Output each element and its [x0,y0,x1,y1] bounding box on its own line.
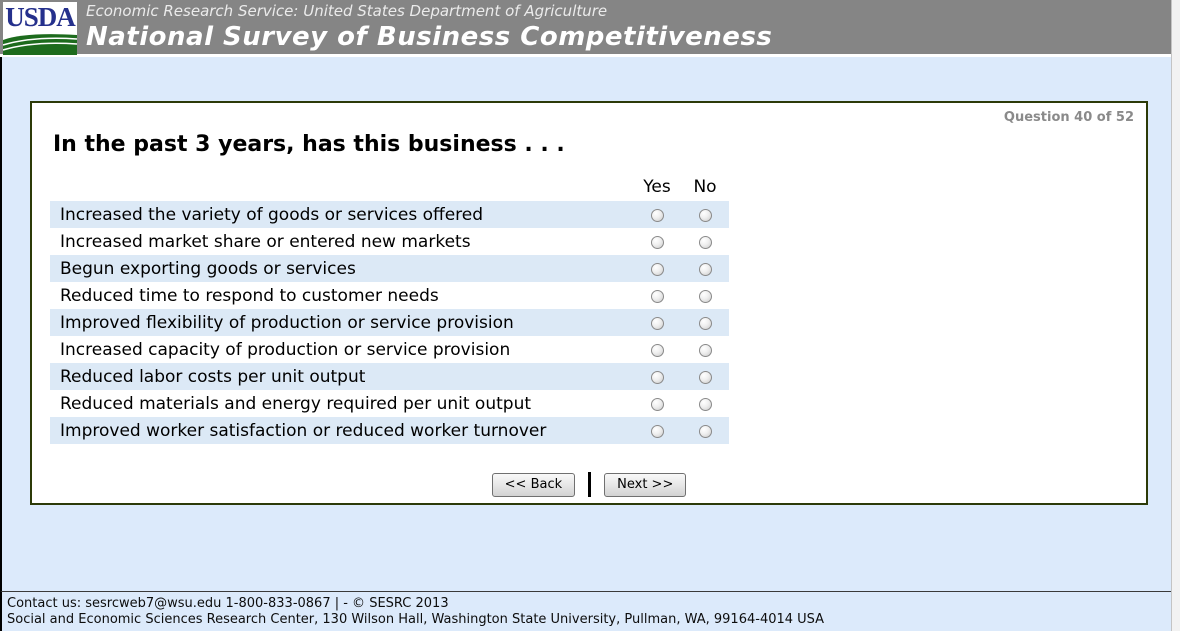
question-row: Reduced materials and energy required pe… [50,390,729,417]
question-rows: Increased the variety of goods or servic… [50,201,729,444]
yes-cell [633,205,681,224]
no-cell [681,367,729,386]
yes-radio[interactable] [650,317,664,330]
yes-cell [633,232,681,251]
question-table: Yes No Increased the variety of goods or… [50,171,729,444]
no-radio[interactable] [698,371,712,384]
yes-radio[interactable] [650,398,664,411]
question-row: Begun exporting goods or services [50,255,729,282]
header: USDA Economic Research Service: United S… [0,0,1180,57]
question-row: Improved flexibility of production or se… [50,309,729,336]
yes-cell [633,259,681,278]
no-cell [681,232,729,251]
no-radio[interactable] [698,263,712,276]
no-radio[interactable] [698,398,712,411]
footer: Contact us: sesrcweb7@wsu.edu 1-800-833-… [0,591,1180,631]
yes-radio[interactable] [650,290,664,303]
question-item-label: Reduced labor costs per unit output [60,366,366,387]
question-row: Increased capacity of production or serv… [50,336,729,363]
header-text: Economic Research Service: United States… [0,0,1180,53]
question-item-label: Increased capacity of production or serv… [60,339,511,360]
question-row: Improved worker satisfaction or reduced … [50,417,729,444]
no-cell [681,205,729,224]
question-table-header: Yes No [50,171,729,201]
no-radio[interactable] [698,344,712,357]
question-item-label: Increased market share or entered new ma… [60,231,471,252]
yes-radio[interactable] [650,209,664,222]
yes-radio[interactable] [650,344,664,357]
question-progress: Question 40 of 52 [1003,110,1134,125]
question-item-label: Improved flexibility of production or se… [60,312,514,333]
question-row: Increased market share or entered new ma… [50,228,729,255]
question-panel: Question 40 of 52 In the past 3 years, h… [30,101,1148,505]
back-button[interactable]: << Back [491,472,576,497]
question-row: Reduced time to respond to customer need… [50,282,729,309]
scrollbar-track[interactable] [1171,0,1180,631]
usda-logo: USDA [3,2,77,55]
yes-cell [633,394,681,413]
yes-radio[interactable] [650,371,664,384]
navigation-buttons: << Back Next >> [32,472,1146,497]
button-separator [588,472,592,497]
no-cell [681,313,729,332]
no-cell [681,259,729,278]
no-cell [681,421,729,440]
no-cell [681,286,729,305]
question-item-label: Reduced materials and energy required pe… [60,393,532,414]
question-row: Reduced labor costs per unit output [50,363,729,390]
footer-contact-line: Contact us: sesrcweb7@wsu.edu 1-800-833-… [7,596,449,611]
yes-radio[interactable] [650,425,664,438]
no-radio[interactable] [698,209,712,222]
question-item-label: Reduced time to respond to customer need… [60,285,439,306]
no-cell [681,394,729,413]
agency-line: Economic Research Service: United States… [86,2,608,20]
yes-cell [633,367,681,386]
survey-title: National Survey of Business Competitiven… [86,22,773,52]
usda-field-swoosh-icon [3,34,77,55]
yes-cell [633,340,681,359]
yes-radio[interactable] [650,236,664,249]
next-button[interactable]: Next >> [604,472,687,497]
question-item-label: Improved worker satisfaction or reduced … [60,420,547,441]
column-header-yes: Yes [643,177,671,197]
yes-cell [633,421,681,440]
question-item-label: Begun exporting goods or services [60,258,356,279]
no-radio[interactable] [698,236,712,249]
no-cell [681,340,729,359]
yes-radio[interactable] [650,263,664,276]
yes-cell [633,286,681,305]
footer-address-line: Social and Economic Sciences Research Ce… [7,612,825,627]
no-radio[interactable] [698,290,712,303]
question-title: In the past 3 years, has this business .… [53,132,565,157]
yes-cell [633,313,681,332]
usda-logo-text: USDA [5,2,76,32]
question-row: Increased the variety of goods or servic… [50,201,729,228]
no-radio[interactable] [698,425,712,438]
page-body: Question 40 of 52 In the past 3 years, h… [0,57,1180,591]
question-item-label: Increased the variety of goods or servic… [60,204,484,225]
column-header-no: No [693,177,717,197]
no-radio[interactable] [698,317,712,330]
